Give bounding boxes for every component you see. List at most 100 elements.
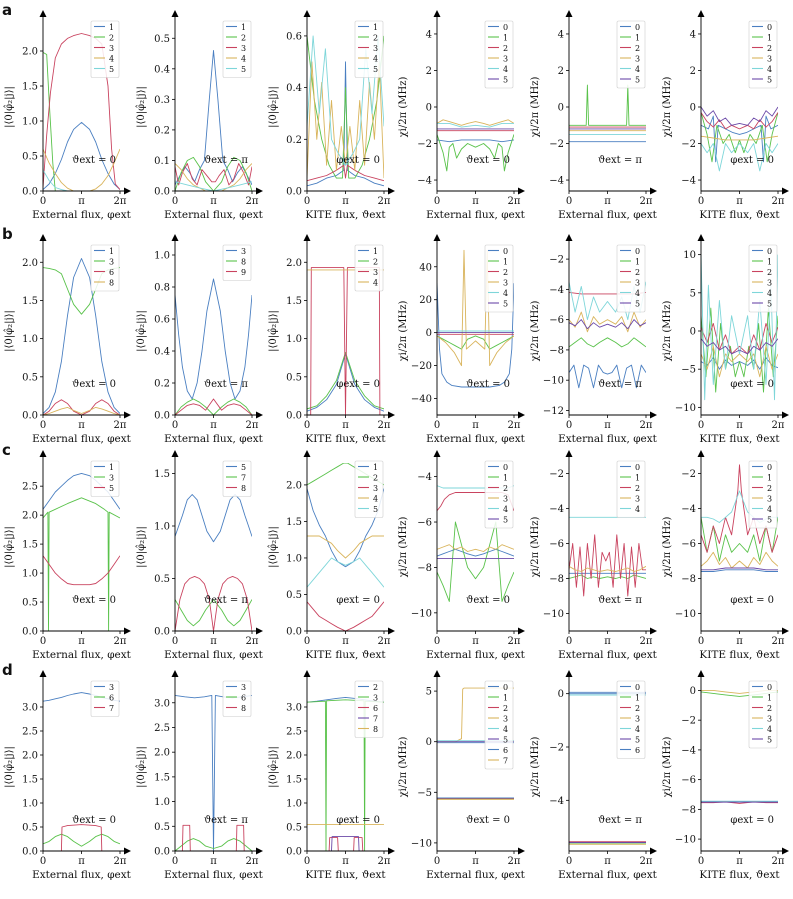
series-group	[175, 694, 252, 851]
y-axis-label: |⟨0|φ̂₂|j⟩|	[136, 746, 147, 788]
series-line-1	[701, 307, 778, 393]
x-tick-label: π	[604, 856, 611, 867]
legend: 0 12 34 5	[748, 20, 778, 89]
y-tick-label: 1.0	[286, 334, 302, 345]
series-line-8	[175, 824, 252, 851]
y-axis-arrow-icon	[565, 670, 573, 677]
y-tick-label: −6	[681, 775, 696, 786]
legend: 2 36 78	[354, 680, 384, 738]
y-tick-label: 0.0	[154, 411, 170, 422]
legend-label: 1	[373, 247, 378, 256]
x-axis-label: KITE flux, ϑext	[305, 869, 386, 881]
x-tick-label: 0	[434, 420, 440, 431]
legend: 3 68	[222, 680, 252, 717]
series-line-2	[175, 156, 252, 191]
legend-label: 2	[767, 704, 772, 713]
series-line-0	[437, 283, 514, 388]
series-line-5	[43, 169, 68, 191]
flux-annotation: φext = 0	[730, 379, 774, 390]
legend: 0 12 34	[616, 460, 646, 518]
panel-a1: 0 π 2π 0.0 0.5 1.0 1.5 2.0 External flux, φext |⟨…	[4, 10, 132, 221]
legend: 0 12 34 5	[484, 244, 514, 313]
series-group	[175, 278, 252, 415]
legend-label: 6	[373, 704, 378, 713]
y-tick-label: 0	[558, 689, 564, 700]
y-tick-label: 20	[419, 295, 432, 306]
y-tick-label: 1.0	[286, 799, 302, 810]
series-group	[437, 249, 514, 388]
flux-annotation: ϑext = π	[598, 595, 642, 606]
legend-label: 6	[635, 746, 640, 755]
x-axis-arrow-icon	[782, 187, 789, 195]
legend-label: 2	[503, 268, 508, 277]
x-axis-label: External flux, φext	[426, 649, 526, 661]
series-line-5	[701, 567, 778, 571]
series-line-4	[43, 148, 120, 191]
x-tick-label: 2π	[378, 636, 391, 647]
x-tick-label: 2π	[508, 636, 521, 647]
legend-label: 5	[503, 736, 508, 745]
legend-label: 4	[635, 289, 640, 298]
y-tick-label: −6	[549, 539, 564, 550]
y-tick-label: 0.5	[154, 574, 170, 585]
flux-annotation: φext = 0	[730, 815, 774, 826]
legend-label: 3	[767, 715, 772, 724]
x-tick-label: 0	[304, 196, 310, 207]
series-line-5	[701, 338, 778, 355]
legend-label: 4	[373, 495, 378, 504]
x-tick-label: π	[472, 636, 479, 647]
y-tick-label: 0	[690, 686, 696, 697]
y-tick-label: 0.2	[286, 135, 302, 146]
x-tick-label: 0	[566, 420, 572, 431]
x-axis-arrow-icon	[256, 627, 263, 635]
legend-label: 3	[635, 55, 640, 64]
y-tick-label: 0.3	[154, 95, 170, 106]
y-tick-label: 1.5	[22, 296, 38, 307]
legend-label: 3	[635, 715, 640, 724]
y-tick-label: 0.0	[286, 187, 302, 198]
x-tick-label: 0	[304, 420, 310, 431]
series-line-1	[307, 353, 384, 412]
legend-label: 5	[109, 65, 114, 74]
legend-label: 4	[635, 725, 640, 734]
series-group	[307, 35, 384, 187]
panel-c2: 0 π 2π 0.0 0.5 1.0 1.5 External flux, φext |⟨0|φ…	[136, 450, 264, 661]
legend-label: 2	[635, 44, 640, 53]
y-axis-arrow-icon	[565, 10, 573, 17]
x-tick-label: 0	[566, 856, 572, 867]
y-axis-label: |⟨0|φ̂₂|j⟩|	[268, 526, 279, 568]
y-axis-arrow-icon	[39, 450, 47, 457]
y-tick-label: 3.0	[154, 698, 170, 709]
panel-a6: 0 π 2π −4 −2 0 2 4 KITE flux, ϑext χi/2π (MHz) φex…	[662, 10, 789, 221]
x-axis-label: External flux, φext	[164, 433, 264, 445]
y-axis-label: χi/2π (MHz)	[530, 737, 541, 798]
flux-annotation: ϑext = π	[204, 155, 248, 166]
y-tick-label: −4	[681, 745, 696, 756]
legend-box	[222, 20, 252, 78]
series-line-0	[701, 115, 778, 163]
x-tick-label: π	[210, 856, 217, 867]
y-tick-label: 0.0	[22, 411, 38, 422]
y-tick-label: 40	[419, 262, 432, 273]
x-tick-label: 2π	[640, 856, 653, 867]
legend-label: 3	[109, 44, 114, 53]
legend-label: 5	[503, 300, 508, 309]
y-tick-label: 1.5	[154, 469, 170, 480]
x-axis-label: External flux, φext	[558, 209, 658, 221]
row-letter-c: c	[2, 441, 11, 459]
x-axis-label: KITE flux, ϑext	[305, 649, 386, 661]
x-tick-label: 0	[698, 196, 704, 207]
y-tick-label: 2.0	[286, 751, 302, 762]
x-axis-label: External flux, φext	[32, 649, 132, 661]
legend-label: 0	[767, 683, 772, 692]
y-tick-label: 0	[426, 737, 432, 748]
series-line-5	[43, 555, 120, 586]
y-tick-label: 1.5	[22, 82, 38, 93]
legend-label: 4	[503, 505, 508, 514]
legend-label: 1	[109, 23, 114, 32]
legend-label: 2	[767, 484, 772, 493]
y-tick-label: 2	[558, 66, 564, 77]
flux-annotation: φext = 0	[336, 595, 380, 606]
